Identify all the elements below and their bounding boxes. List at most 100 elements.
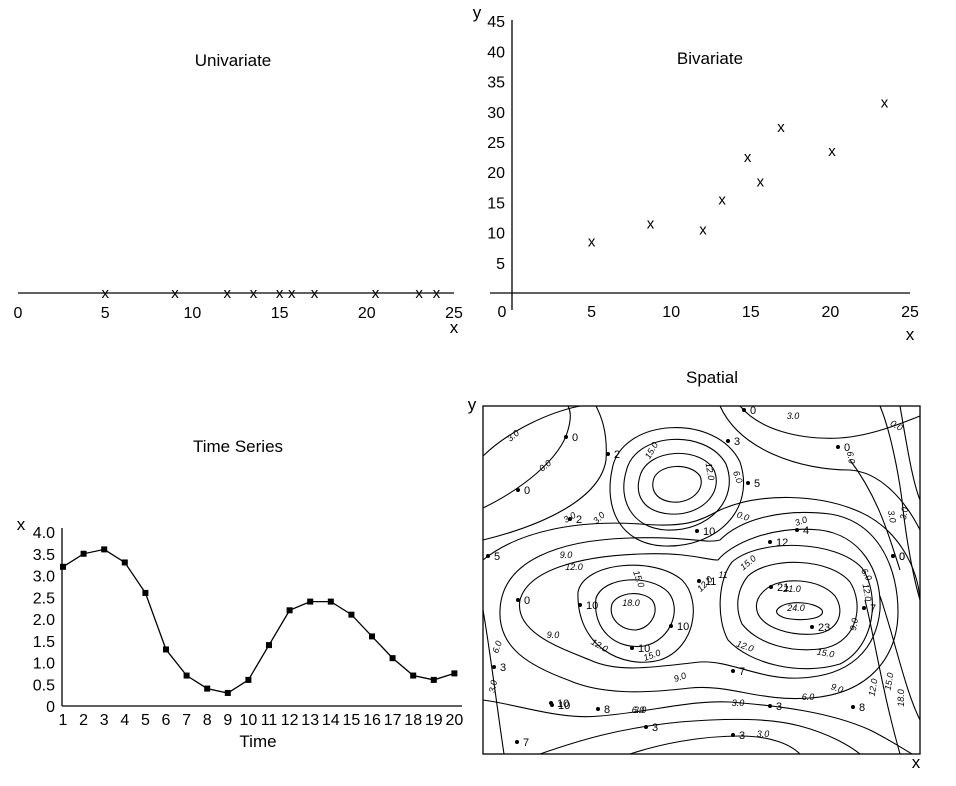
bivariate-y-tick-label: 35 xyxy=(487,75,505,92)
bivariate-title: Bivariate xyxy=(677,49,743,68)
data-point-value: 10 xyxy=(557,698,569,710)
contour-label: 12.0 xyxy=(861,583,874,602)
contour-label: 3.0 xyxy=(487,679,499,693)
contour-line xyxy=(899,405,921,501)
data-point-value: 3 xyxy=(734,436,740,448)
contour-label: 9.0 xyxy=(672,670,687,684)
univariate-point: x xyxy=(288,285,296,302)
univariate-point: x xyxy=(250,285,258,302)
data-point-dot xyxy=(492,665,496,669)
timeseries-point xyxy=(369,633,375,640)
bivariate-point: x xyxy=(828,143,836,160)
timeseries-x-tick-label: 6 xyxy=(162,712,171,729)
timeseries-point xyxy=(224,689,231,696)
data-point-value: 8 xyxy=(859,702,865,714)
bivariate-y-tick-label: 15 xyxy=(487,195,505,212)
univariate-point: x xyxy=(171,285,179,302)
univariate-point: x xyxy=(372,285,380,302)
bivariate-x-tick-label: 15 xyxy=(742,304,760,321)
data-point-dot xyxy=(731,733,735,737)
data-point-value: 10 xyxy=(703,526,715,538)
univariate-xlabel: x xyxy=(450,318,459,337)
timeseries-x-tick-label: 15 xyxy=(343,712,361,729)
contour-line xyxy=(623,438,730,531)
timeseries-x-tick-label: 10 xyxy=(240,712,258,729)
data-point-value: 3 xyxy=(652,722,658,734)
contour-label: 6.0 xyxy=(845,450,857,464)
timeseries-point xyxy=(266,642,272,649)
data-point-value: 4 xyxy=(803,525,809,537)
univariate-point: x xyxy=(101,285,109,302)
timeseries-x-tick-label: 7 xyxy=(182,712,191,729)
contour-label: 3.0 xyxy=(793,514,808,528)
contour-label: 3.0 xyxy=(757,729,770,739)
contour-label: 18.0 xyxy=(622,598,640,608)
data-point-dot xyxy=(891,554,895,558)
bivariate-x-tick-label: 5 xyxy=(587,304,596,321)
contour-label: 9.0 xyxy=(547,630,560,640)
timeseries-x-tick-label: 3 xyxy=(100,712,109,729)
contour-line xyxy=(595,579,675,648)
contour-label: 6.0 xyxy=(802,692,815,702)
data-point-value: 0 xyxy=(899,551,905,563)
contour-label: 6.0 xyxy=(859,567,874,583)
data-point-dot xyxy=(630,646,634,650)
bivariate-y-tick-label: 5 xyxy=(496,256,505,273)
data-point-dot xyxy=(516,598,520,602)
data-point-dot xyxy=(726,439,730,443)
data-point-value: 12 xyxy=(776,537,788,549)
timeseries-point xyxy=(327,598,334,605)
timeseries-x-tick-label: 19 xyxy=(425,712,443,729)
timeseries-point xyxy=(430,676,437,683)
univariate-tick-label: 0 xyxy=(14,305,23,322)
data-point-dot xyxy=(644,725,648,729)
timeseries-x-tick-label: 18 xyxy=(404,712,422,729)
contour-line xyxy=(577,564,694,663)
contour-label: 6.0 xyxy=(731,469,745,484)
bivariate-point: x xyxy=(881,95,889,112)
bivariate-x-tick-label: 25 xyxy=(901,304,919,321)
bivariate-y-tick-label: 20 xyxy=(487,165,505,182)
contour-label: 15.0 xyxy=(883,672,896,691)
data-point-dot xyxy=(697,579,701,583)
bivariate-chart: Bivariate 5 10 15 20 25 30 35 40 45 0 5 10 15 20 25 x… xyxy=(473,3,919,344)
bivariate-point: x xyxy=(744,149,752,166)
timeseries-point xyxy=(307,598,314,605)
data-point-value: 7 xyxy=(739,666,745,678)
data-point-dot xyxy=(516,488,520,492)
timeseries-x-tick-label: 16 xyxy=(363,712,381,729)
contour-line xyxy=(629,735,801,755)
univariate-tick-label: 5 xyxy=(101,305,110,322)
contour-line xyxy=(737,561,858,651)
timeseries-x-tick-label: 13 xyxy=(301,712,319,729)
contour-line xyxy=(879,405,921,601)
spatial-ylabel: y xyxy=(468,395,477,414)
timeseries-x-tick-label: 11 xyxy=(261,712,278,729)
bivariate-x-tick-label: 10 xyxy=(662,304,680,321)
contour-line xyxy=(539,718,861,755)
timeseries-point xyxy=(142,589,149,596)
data-point-value: 0 xyxy=(524,485,530,497)
contour-label: 9.0 xyxy=(829,681,844,695)
data-point-value: 10 xyxy=(638,643,650,655)
univariate-tick-label: 10 xyxy=(184,305,202,322)
contour-label: 11 xyxy=(718,570,727,580)
timeseries-y-tick-label: 2.0 xyxy=(33,612,55,629)
contour-label: 3.0 xyxy=(732,698,745,708)
contour-lines xyxy=(482,405,921,755)
timeseries-point xyxy=(204,685,211,692)
contour-line xyxy=(739,405,921,439)
contour-label: 15.0 xyxy=(631,569,646,589)
data-point-value: 10 xyxy=(586,600,598,612)
timeseries-x-tick-label: 14 xyxy=(322,712,340,729)
data-point-value: 5 xyxy=(754,478,760,490)
bivariate-xlabel: x xyxy=(906,325,915,344)
timeseries-point xyxy=(286,607,293,614)
spatial-xlabel: x xyxy=(912,753,921,772)
bivariate-point: x xyxy=(718,191,726,208)
contour-label: 9.0 xyxy=(560,550,573,560)
